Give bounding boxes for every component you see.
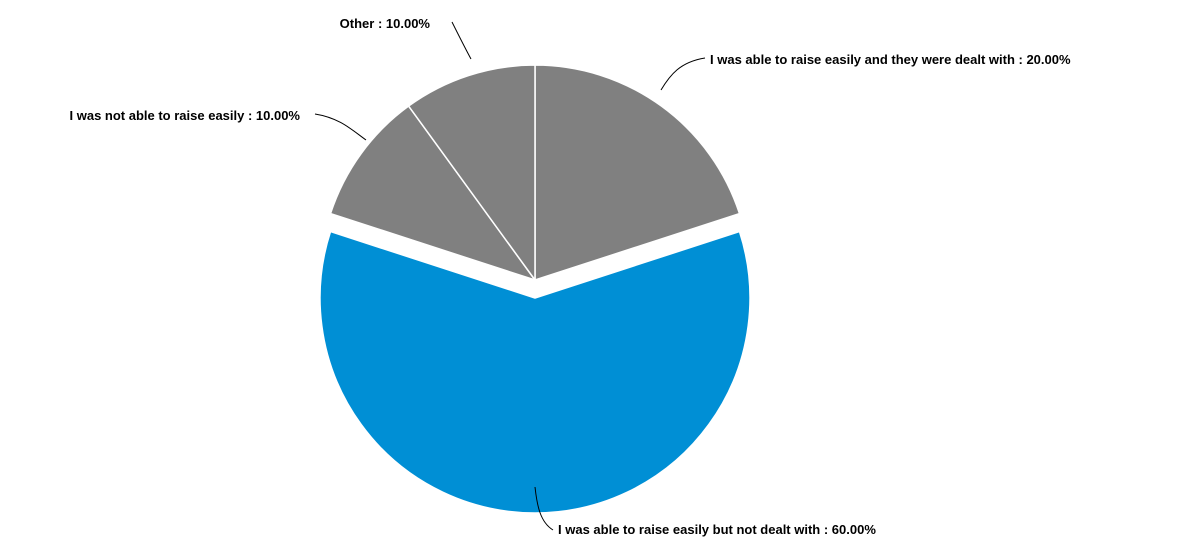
slice-label-not-able: I was not able to raise easily : 10.00% xyxy=(70,108,301,123)
leader-line-not-able xyxy=(315,114,366,140)
slice-label-other: Other : 10.00% xyxy=(340,16,431,31)
slice-label-dealt-with: I was able to raise easily and they were… xyxy=(710,52,1071,67)
leader-line-dealt-with xyxy=(661,58,705,90)
slice-label-not-dealt-with: I was able to raise easily but not dealt… xyxy=(558,522,876,537)
leader-line-other xyxy=(452,22,471,59)
slices-layer xyxy=(320,65,750,513)
